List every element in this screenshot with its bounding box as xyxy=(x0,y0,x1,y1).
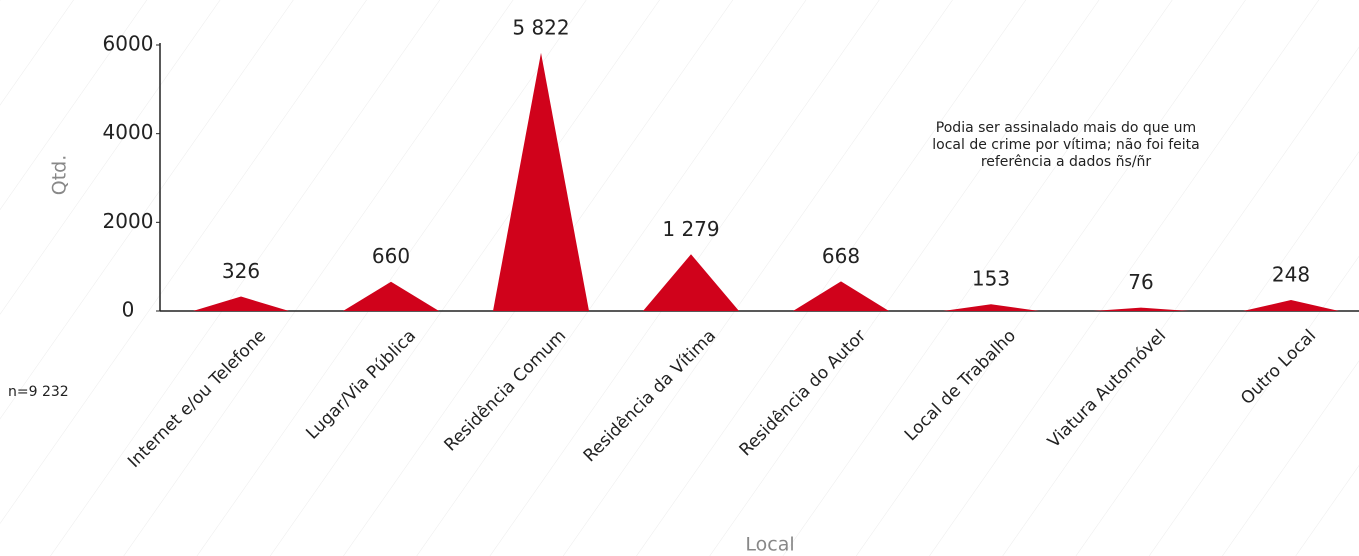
annotation: Podia ser assinalado mais do que um xyxy=(936,120,1196,136)
x-axis-label: Local xyxy=(745,534,794,556)
y-tick-label: 2000 xyxy=(103,209,154,233)
annotation: referência a dados ñs/ñr xyxy=(981,154,1152,170)
value-label: 5 822 xyxy=(512,15,569,39)
y-tick-label: 0 xyxy=(122,298,135,322)
bar xyxy=(793,281,889,311)
value-label: 76 xyxy=(1128,270,1153,294)
value-label: 1 279 xyxy=(662,217,719,241)
bar xyxy=(943,304,1039,311)
value-label: 248 xyxy=(1272,263,1310,287)
bar xyxy=(493,52,589,312)
bar xyxy=(643,254,739,311)
note: n=9 232 xyxy=(8,384,69,400)
annotation: local de crime por vítima; não foi feita xyxy=(932,137,1199,153)
value-label: 668 xyxy=(822,244,860,268)
value-label: 660 xyxy=(372,244,410,268)
value-label: 153 xyxy=(972,267,1010,291)
bar xyxy=(193,296,289,311)
y-tick-label: 6000 xyxy=(103,32,154,56)
value-label: 326 xyxy=(222,259,260,283)
bar xyxy=(1093,307,1189,311)
bar xyxy=(1243,300,1339,311)
y-tick-label: 4000 xyxy=(103,120,154,144)
bar xyxy=(343,281,439,311)
y-axis-label: Qtd. xyxy=(49,155,71,196)
